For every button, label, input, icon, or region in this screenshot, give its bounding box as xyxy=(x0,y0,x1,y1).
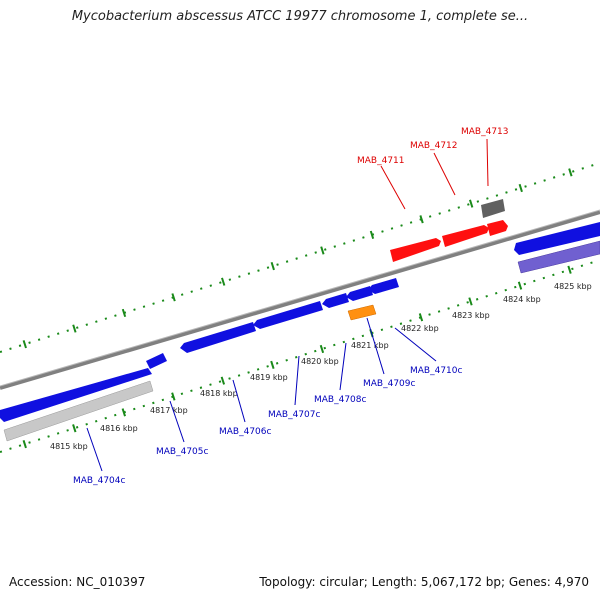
gene-mab-4704c[interactable] xyxy=(0,368,152,422)
gene-mab-4712[interactable] xyxy=(442,225,489,247)
tick-label-4818: 4818 kbp xyxy=(200,389,238,398)
gene-mab-4704c-grey[interactable] xyxy=(3,380,154,442)
label-mab-4709c[interactable]: MAB_4709c xyxy=(363,379,416,389)
gene-right-purple[interactable] xyxy=(517,240,600,274)
major-tick xyxy=(518,183,523,193)
gene-mab-4713[interactable] xyxy=(481,199,505,218)
tick-label-4823: 4823 kbp xyxy=(452,311,490,320)
tick-label-4821: 4821 kbp xyxy=(351,341,389,350)
major-tick xyxy=(171,293,176,302)
gene-orange[interactable] xyxy=(347,304,377,321)
gene-mab-4711[interactable] xyxy=(390,238,441,262)
tick-label-4820: 4820 kbp xyxy=(301,357,339,366)
major-tick xyxy=(22,340,27,349)
major-tick xyxy=(121,408,126,417)
major-tick xyxy=(319,344,325,354)
major-tick xyxy=(468,297,473,306)
major-tick xyxy=(72,324,77,333)
major-tick xyxy=(22,439,27,449)
accession-text: Accession: NC_010397 xyxy=(9,575,146,589)
major-tick xyxy=(270,261,275,271)
gene-mab-4710c[interactable] xyxy=(368,278,399,294)
chromosome-backbone xyxy=(0,210,600,390)
gene-mab-4708c[interactable] xyxy=(322,293,349,308)
label-mab-4707c[interactable]: MAB_4707c xyxy=(268,410,321,420)
gene-mab-4705c[interactable] xyxy=(146,353,167,369)
major-tick xyxy=(469,199,474,208)
gene-mab-4713-red[interactable] xyxy=(487,220,508,236)
major-tick xyxy=(568,168,573,177)
tick-label-4817: 4817 kbp xyxy=(150,406,188,415)
major-tick xyxy=(419,215,424,224)
gene-mab-4707c[interactable] xyxy=(253,301,323,329)
major-tick xyxy=(220,376,226,385)
label-mab-4710c[interactable]: MAB_4710c xyxy=(410,366,463,376)
major-tick xyxy=(517,281,523,290)
major-tick xyxy=(320,246,325,255)
tick-label-4824: 4824 kbp xyxy=(503,295,541,304)
gene-mab-4709c[interactable] xyxy=(346,286,373,301)
label-mab-4704c[interactable]: MAB_4704c xyxy=(73,476,126,486)
major-tick xyxy=(121,308,127,318)
label-mab-4708c[interactable]: MAB_4708c xyxy=(314,395,367,405)
major-tick xyxy=(567,265,572,274)
label-mab-4712[interactable]: MAB_4712 xyxy=(410,141,458,151)
tick-label-4815: 4815 kbp xyxy=(50,442,88,451)
major-ticks xyxy=(22,168,573,449)
label-mab-4706c[interactable]: MAB_4706c xyxy=(219,427,272,437)
major-tick xyxy=(270,360,275,369)
major-tick xyxy=(72,424,77,433)
label-mab-4713[interactable]: MAB_4713 xyxy=(461,127,509,137)
tick-label-4819: 4819 kbp xyxy=(250,373,288,382)
tick-label-4816: 4816 kbp xyxy=(100,424,138,433)
major-tick xyxy=(221,277,226,286)
outer-dotted-track xyxy=(0,162,600,353)
major-tick xyxy=(369,230,375,239)
topology-summary: Topology: circular; Length: 5,067,172 bp… xyxy=(259,575,589,589)
major-tick xyxy=(418,313,424,322)
tick-label-4825: 4825 kbp xyxy=(554,282,592,291)
label-mab-4705c[interactable]: MAB_4705c xyxy=(156,447,209,457)
chromosome-backbone-highlight xyxy=(0,209,600,387)
red-leader-lines xyxy=(380,138,489,210)
label-mab-4711[interactable]: MAB_4711 xyxy=(357,156,405,166)
gene-right-blue[interactable] xyxy=(514,222,600,255)
inner-dotted-track xyxy=(0,259,600,453)
blue-leader-lines xyxy=(86,317,437,472)
map-title: Mycobacterium abscessus ATCC 19977 chrom… xyxy=(71,9,529,24)
tick-label-4822: 4822 kbp xyxy=(401,324,439,333)
major-tick xyxy=(171,392,176,401)
gene-mab-4706c[interactable] xyxy=(180,322,256,353)
